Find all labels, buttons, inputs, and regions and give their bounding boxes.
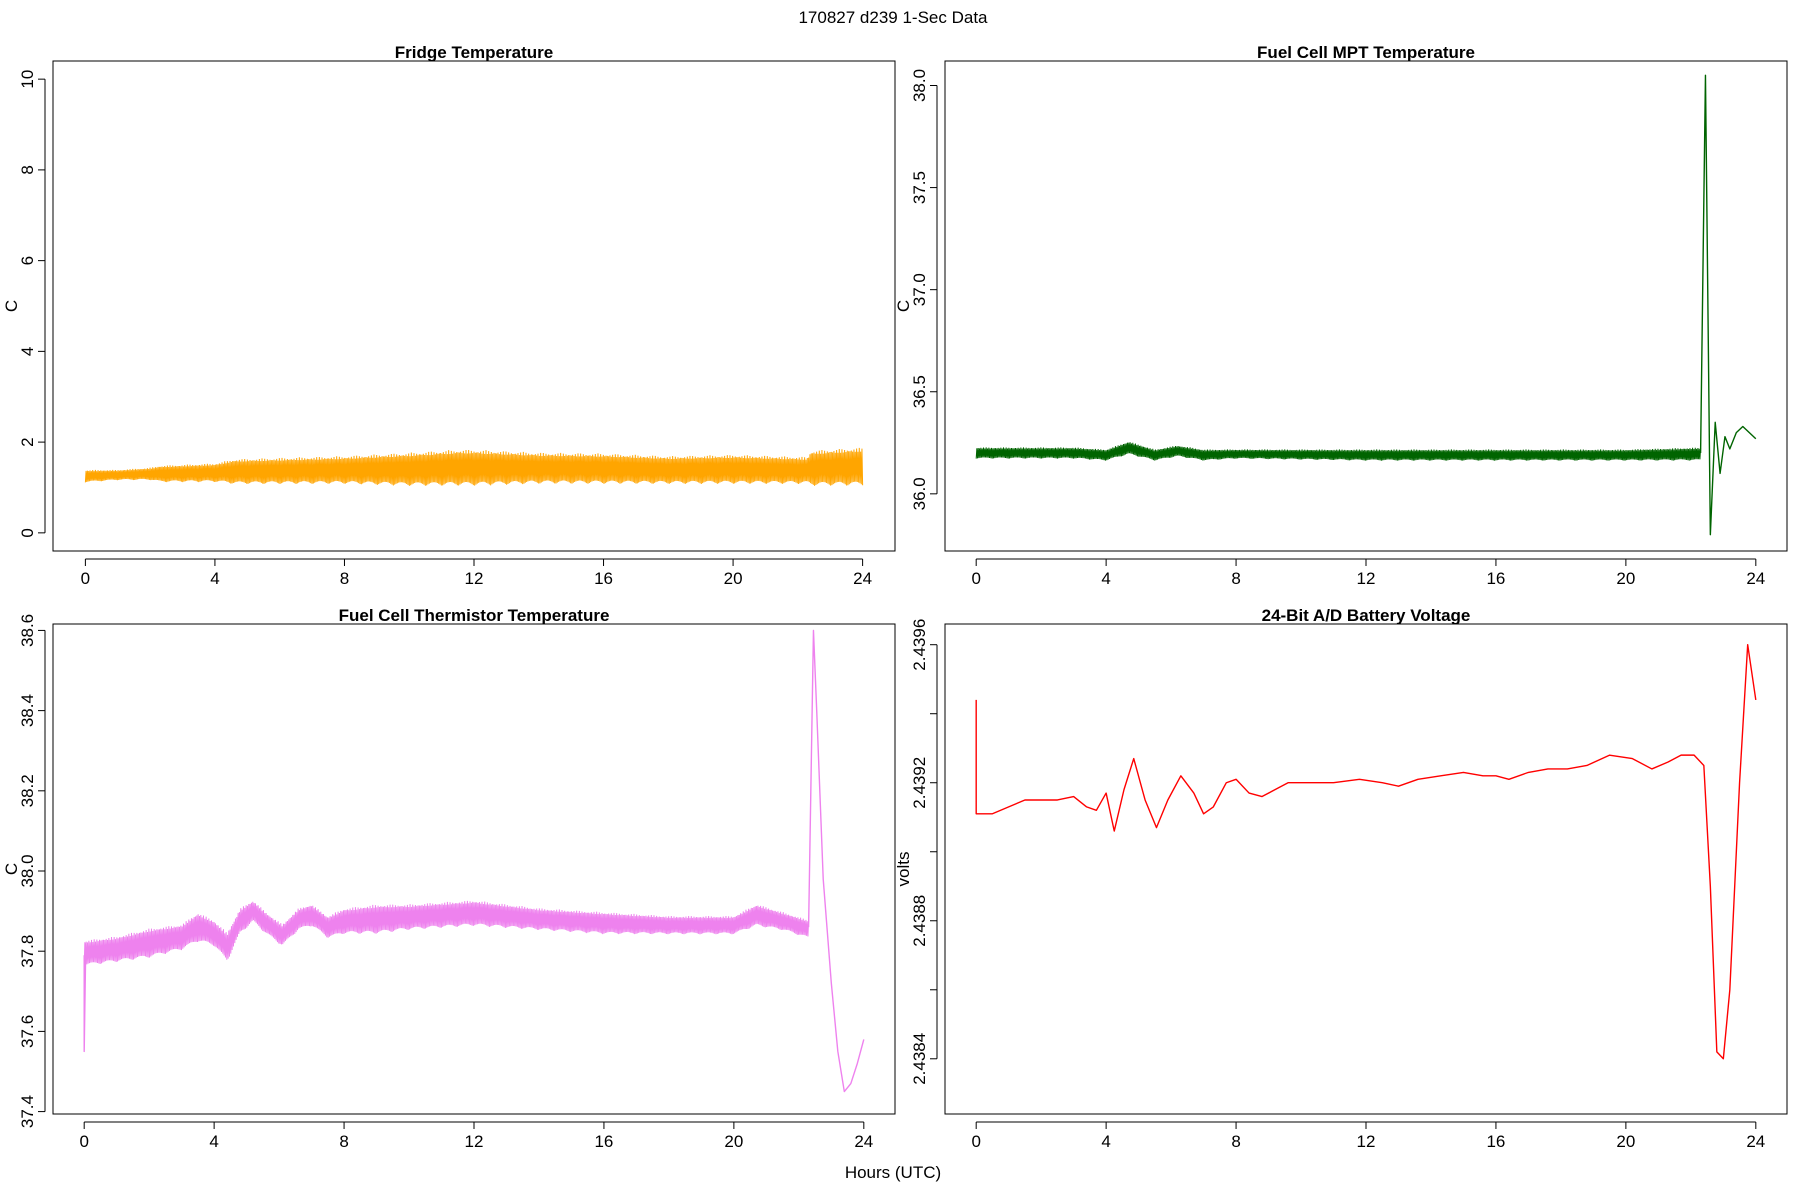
y-tick-label: 37.4 [18, 1095, 37, 1128]
y-tick-label: 38.0 [18, 854, 37, 887]
y-tick-label: 36.5 [910, 375, 929, 408]
plot-area [975, 74, 1757, 536]
y-tick-label: 4 [18, 347, 37, 356]
fuel-cell-thermistor-temperature-panel: Fuel Cell Thermistor Temperature C 0 4 8 12 16… [2, 606, 896, 1151]
y-tick-label: 2 [18, 437, 37, 446]
x-tick-label: 4 [209, 1132, 218, 1151]
x-tick-label: 16 [594, 569, 613, 588]
plot-frame [52, 60, 896, 552]
x-tick-label: 24 [853, 569, 872, 588]
data-band-series-0 [975, 442, 1702, 461]
figure-title: 170827 d239 1-Sec Data [798, 8, 988, 27]
data-line-series-1 [83, 943, 87, 1053]
y-tick-label: 2.4384 [910, 1033, 929, 1085]
panel-title: Fuel Cell MPT Temperature [1257, 43, 1475, 62]
x-tick-label: 12 [1357, 1132, 1376, 1151]
y-tick-label: 37.0 [910, 273, 929, 306]
x-tick-label: 0 [79, 1132, 88, 1151]
x-tick-label: 20 [724, 569, 743, 588]
plot-area [975, 644, 1757, 1060]
fuel-cell-mpt-temperature-panel: Fuel Cell MPT Temperature C 0 4 8 12 16 20 24 36.… [894, 43, 1788, 588]
x-tick-label: 8 [1231, 569, 1240, 588]
data-band-series-0 [84, 447, 864, 486]
x-tick-label: 16 [1486, 1132, 1505, 1151]
panel-title: Fuel Cell Thermistor Temperature [339, 606, 610, 625]
x-tick-label: 0 [971, 569, 980, 588]
y-axis-label: C [894, 300, 913, 312]
x-tick-label: 12 [465, 1132, 484, 1151]
x-tick-label: 4 [210, 569, 219, 588]
x-tick-label: 12 [465, 569, 484, 588]
battery-voltage-panel: 24-Bit A/D Battery Voltage volts 0 4 8 12 16 20… [894, 606, 1788, 1151]
x-tick-label: 8 [339, 1132, 348, 1151]
x-tick-label: 20 [1616, 1132, 1635, 1151]
x-tick-label: 4 [1101, 1132, 1110, 1151]
y-tick-label: 36.0 [910, 477, 929, 510]
x-tick-label: 8 [340, 569, 349, 588]
panel-title: 24-Bit A/D Battery Voltage [1262, 606, 1471, 625]
x-tick-label: 8 [1231, 1132, 1240, 1151]
x-tick-label: 20 [1616, 569, 1635, 588]
figure-xlabel: Hours (UTC) [845, 1163, 941, 1182]
y-tick-label: 38.2 [18, 774, 37, 807]
y-tick-label: 0 [18, 528, 37, 537]
plot-frame [944, 60, 1788, 552]
y-tick-label: 2.4388 [910, 895, 929, 947]
y-tick-label: 6 [18, 256, 37, 265]
y-tick-label: 37.8 [18, 935, 37, 968]
y-axis-label: volts [894, 852, 913, 887]
x-tick-label: 12 [1357, 569, 1376, 588]
y-tick-label: 2.4392 [910, 757, 929, 809]
y-tick-label: 38.6 [18, 614, 37, 647]
y-tick-label: 38.4 [18, 694, 37, 727]
y-tick-label: 37.6 [18, 1015, 37, 1048]
data-line-series-0 [807, 629, 865, 1093]
y-axis-label: C [2, 300, 21, 312]
x-tick-label: 0 [971, 1132, 980, 1151]
x-tick-label: 16 [1486, 569, 1505, 588]
x-tick-label: 0 [81, 569, 90, 588]
y-tick-label: 38.0 [910, 69, 929, 102]
plot-frame [52, 623, 896, 1115]
x-tick-label: 24 [1746, 569, 1765, 588]
x-tick-label: 20 [724, 1132, 743, 1151]
plot-area [84, 447, 864, 486]
y-tick-label: 2.4396 [910, 619, 929, 671]
data-line-series-0 [975, 644, 1757, 1060]
y-tick-label: 10 [18, 70, 37, 89]
x-tick-label: 24 [1746, 1132, 1765, 1151]
data-band-series-0 [83, 900, 810, 967]
data-line-series-0 [1699, 74, 1757, 536]
y-tick-label: 8 [18, 165, 37, 174]
y-axis-label: C [2, 863, 21, 875]
plot-area [83, 629, 865, 1093]
x-tick-label: 16 [594, 1132, 613, 1151]
x-tick-label: 4 [1101, 569, 1110, 588]
panel-title: Fridge Temperature [395, 43, 553, 62]
plot-frame [944, 623, 1788, 1115]
y-tick-label: 37.5 [910, 171, 929, 204]
x-tick-label: 24 [854, 1132, 873, 1151]
